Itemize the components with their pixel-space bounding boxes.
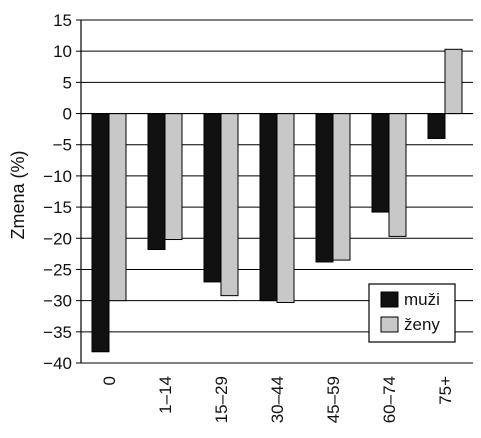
- bar-muzi-1: [147, 113, 166, 250]
- x-tick-label: 30–44: [268, 376, 287, 423]
- y-tick-label: −35: [43, 323, 72, 342]
- y-tick-label: 15: [53, 11, 72, 30]
- legend: muži ženy: [368, 283, 456, 343]
- legend-label-muzi: muži: [404, 290, 440, 309]
- y-tick-label: −30: [43, 292, 72, 311]
- x-tick-label: 75+: [436, 376, 455, 405]
- bar-zeny-5: [388, 113, 407, 237]
- legend-swatch-zeny: [380, 316, 399, 333]
- x-tick-label: 0: [100, 376, 119, 385]
- bar-muzi-4: [315, 113, 334, 263]
- bar-zeny-2: [220, 113, 239, 297]
- x-tick-label: 1–14: [156, 376, 175, 414]
- y-tick-label: 0: [63, 105, 72, 124]
- bar-zeny-3: [276, 113, 295, 304]
- y-tick-label: −40: [43, 354, 72, 373]
- y-tick-label: −5: [53, 136, 72, 155]
- bar-zeny-4: [332, 113, 351, 261]
- bars: [91, 48, 463, 353]
- bar-zeny-6: [444, 48, 463, 115]
- bar-muzi-6: [427, 113, 446, 139]
- bar-muzi-3: [259, 113, 278, 302]
- y-axis-label: Zmena (%): [8, 150, 28, 239]
- y-tick-label: 10: [53, 42, 72, 61]
- x-tick-label: 45–59: [324, 376, 343, 423]
- bar-muzi-2: [203, 113, 222, 283]
- bar-muzi-0: [91, 113, 110, 353]
- legend-label-zeny: ženy: [404, 315, 440, 334]
- x-tick-label: 15–29: [212, 376, 231, 423]
- x-tick-label: 60–74: [380, 376, 399, 423]
- y-tick-label: −25: [43, 260, 72, 279]
- bar-zeny-0: [108, 113, 127, 302]
- axes: 15 10 5 0 −5 −10 −15 −20 −25 −30 −35 −40 0 1–14 15–29 3…: [43, 11, 473, 423]
- y-tick-label: −20: [43, 229, 72, 248]
- y-tick-label: −10: [43, 167, 72, 186]
- legend-swatch-muzi: [380, 291, 399, 308]
- bar-zeny-1: [164, 113, 183, 241]
- bar-muzi-5: [371, 113, 390, 213]
- y-tick-label: −15: [43, 198, 72, 217]
- y-tick-label: 5: [63, 73, 72, 92]
